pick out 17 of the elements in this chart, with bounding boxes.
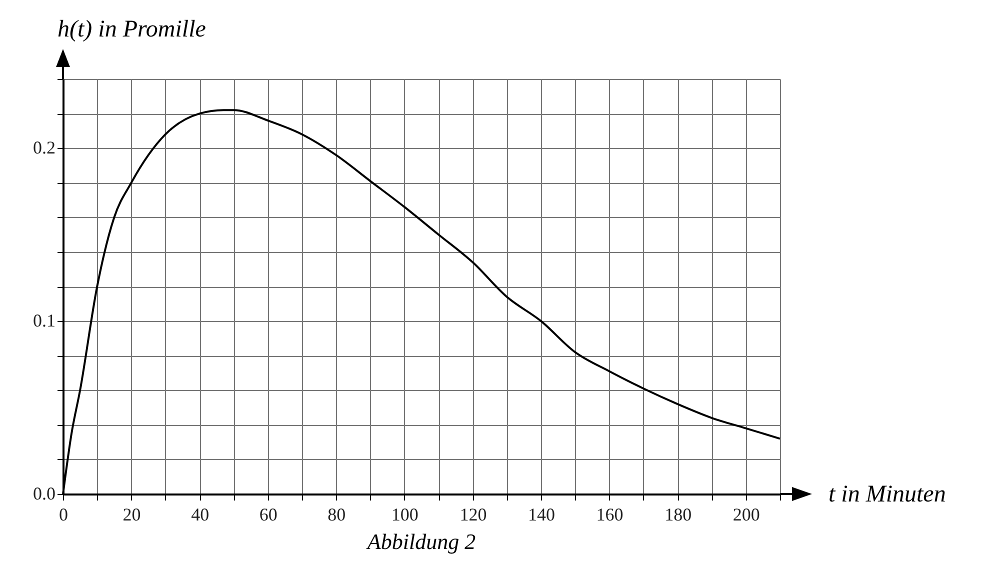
text: Abbildung 2 — [365, 529, 476, 554]
x-tick-label: 140 — [528, 504, 555, 524]
x-tick-label: 40 — [191, 504, 210, 524]
x-tick-label: 180 — [664, 504, 692, 524]
x-tick-label: 200 — [732, 504, 760, 524]
x-tick-label: 60 — [259, 504, 278, 524]
x-tick-label: 0 — [59, 504, 68, 524]
y-axis-title: h(t) in Promille — [58, 16, 206, 42]
x-tick-label: 160 — [596, 504, 624, 524]
x-axis-title: t in Minuten — [828, 482, 946, 508]
y-tick-label: 0.0 — [33, 484, 56, 504]
y-tick-label: 0.2 — [33, 138, 56, 158]
x-tick-label: 100 — [391, 504, 418, 524]
x-tick-label: 20 — [122, 504, 141, 524]
x-tick-label: 80 — [328, 504, 346, 524]
x-tick-label: 120 — [460, 504, 487, 524]
y-tick-label: 0.1 — [33, 310, 56, 331]
